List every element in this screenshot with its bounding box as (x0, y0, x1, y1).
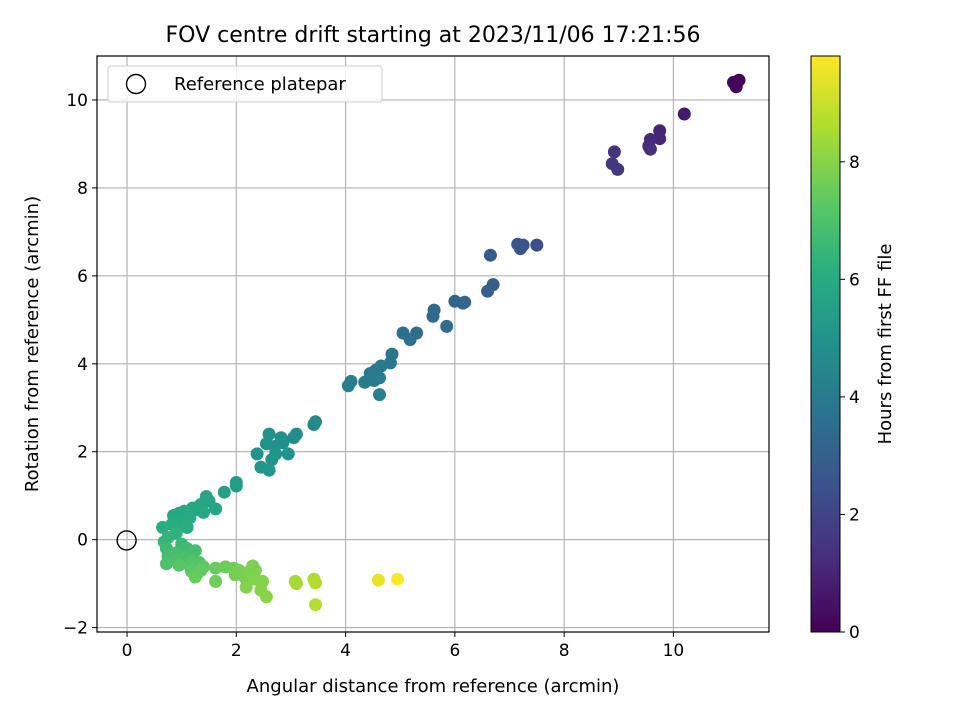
scatter-point (483, 248, 497, 262)
x-tick-label: 0 (122, 641, 133, 661)
scatter-point (611, 162, 625, 176)
x-tick-label: 2 (231, 641, 242, 661)
scatter-point (259, 590, 273, 604)
scatter-point (391, 572, 404, 586)
scatter-point (373, 371, 386, 385)
x-tick-label: 10 (663, 641, 685, 661)
scatter-point (229, 479, 243, 493)
x-axis-ticks: 0 2 4 6 8 10 (122, 632, 685, 661)
x-tick-label: 8 (559, 641, 570, 661)
scatter-point (209, 561, 223, 575)
colorbar-tick-label: 0 (849, 623, 860, 643)
x-axis-label: Angular distance from reference (arcmin) (247, 676, 620, 697)
x-tick-label: 6 (449, 641, 460, 661)
plot-frame (96, 55, 770, 633)
scatter-point (180, 520, 194, 534)
colorbar-tick-label: 6 (849, 270, 860, 290)
scatter-point (262, 463, 276, 477)
scatter-point (289, 577, 303, 591)
scatter-point (156, 520, 170, 534)
scatter-point (456, 296, 470, 310)
scatter-point (250, 447, 264, 461)
scatter-point (217, 485, 231, 499)
scatter-point (607, 145, 621, 159)
x-tick-label: 4 (340, 641, 351, 661)
colorbar-tick-label: 4 (849, 388, 860, 408)
scatter-point (259, 437, 273, 451)
scatter-point (281, 447, 295, 461)
scatter-point (172, 558, 186, 572)
scatter-point (653, 132, 667, 146)
legend-label: Reference platepar (174, 74, 346, 95)
legend-box (107, 65, 383, 103)
scatter-point (309, 598, 322, 612)
scatter-point (643, 142, 657, 156)
scatter-point (188, 570, 202, 584)
scatter-point (159, 557, 173, 571)
scatter-point (265, 453, 279, 467)
grid (97, 56, 769, 632)
y-tick-label: 4 (77, 355, 88, 375)
colorbar-tick-label: 2 (849, 505, 860, 525)
scatter-point (373, 388, 386, 402)
y-tick-label: 8 (77, 179, 88, 199)
scatter-point (403, 333, 417, 347)
scatter-point (426, 309, 440, 323)
scatter-point (197, 505, 210, 519)
y-axis-ticks: −2 0 2 4 6 8 10 (63, 91, 97, 639)
colorbar-tick-label: 8 (849, 153, 860, 173)
y-tick-label: −2 (63, 619, 88, 639)
y-axis-label: Rotation from reference (arcmin) (22, 196, 43, 492)
y-tick-label: 0 (77, 531, 88, 551)
colorbar (810, 55, 841, 633)
scatter-point (358, 375, 372, 389)
scatter-point (309, 576, 322, 590)
scatter-point (513, 242, 527, 256)
scatter-point (239, 580, 253, 594)
scatter-point (530, 238, 544, 252)
scatter-point (209, 502, 223, 516)
colorbar-label: Hours from first FF file (875, 244, 896, 445)
reference-platepar-marker (116, 530, 137, 551)
scatter-point (440, 319, 454, 333)
scatter-point (341, 379, 355, 393)
colorbar-ticks: 0 2 4 6 8 (840, 153, 860, 643)
scatter-point (287, 431, 301, 445)
legend: Reference platepar (107, 65, 383, 103)
scatter-point (188, 544, 202, 558)
y-tick-label: 10 (66, 91, 88, 111)
scatter-point (481, 284, 495, 298)
legend-marker (125, 73, 147, 95)
scatter-point (209, 574, 223, 588)
scatter-point (371, 573, 385, 587)
y-tick-label: 6 (77, 267, 88, 287)
scatter-point (677, 107, 691, 121)
scatter-points (156, 73, 746, 612)
y-tick-label: 2 (77, 443, 88, 463)
chart-title: FOV centre drift starting at 2023/11/06 … (166, 23, 701, 48)
scatter-point (727, 75, 740, 89)
scatter-point (307, 418, 321, 431)
